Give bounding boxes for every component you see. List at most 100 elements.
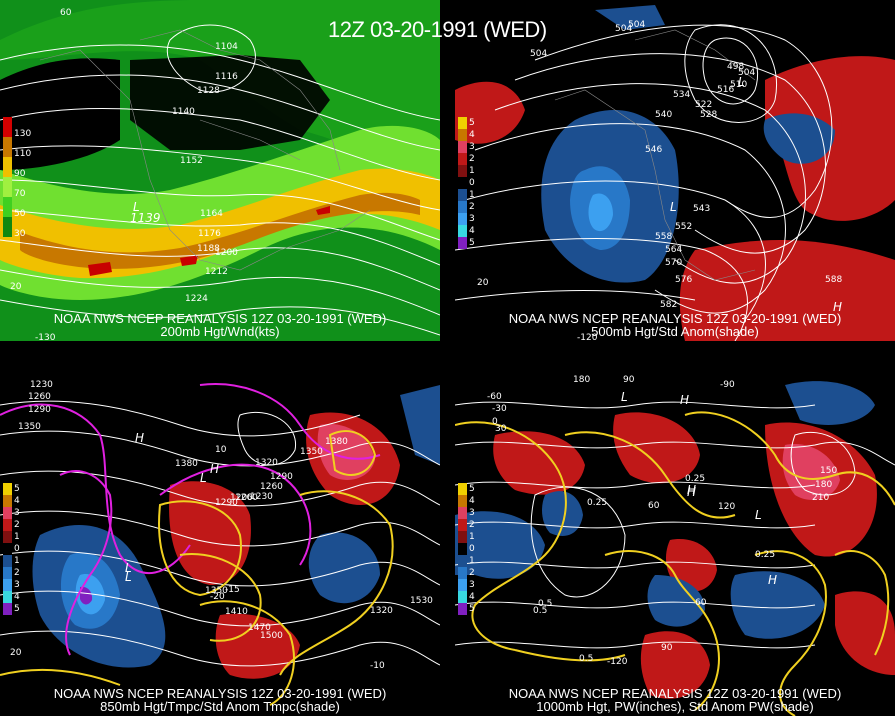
contour-label: 516 bbox=[717, 85, 735, 95]
legend-850mb bbox=[3, 483, 15, 615]
anom-pos-south bbox=[679, 240, 895, 341]
contour-label: 543 bbox=[693, 204, 711, 214]
panel-850mb: 5 4 3 2 1 0 1 2 3 4 5 1230 1260 1290 1350 13… bbox=[0, 375, 440, 716]
contour-label: 1530 bbox=[410, 596, 433, 606]
contour-label: 180 bbox=[573, 375, 591, 385]
pressure-center-mark: H bbox=[210, 462, 220, 476]
pw-anom-pos-2 bbox=[613, 412, 700, 484]
contour-label: 1104 bbox=[215, 42, 238, 52]
legend-label: 3 bbox=[469, 580, 475, 590]
contour-label: 120 bbox=[718, 502, 736, 512]
legend-label: 3 bbox=[469, 214, 475, 224]
legend-label: 5 bbox=[14, 604, 20, 614]
map-land-west bbox=[0, 58, 120, 170]
legend-500mb bbox=[458, 117, 470, 249]
contour-label: 1200 bbox=[230, 493, 253, 503]
contour-label: 90 bbox=[661, 643, 673, 653]
contour-label: 510 bbox=[730, 80, 748, 90]
legend-label: 2 bbox=[469, 568, 475, 578]
wind-shade-90 bbox=[0, 168, 440, 279]
contour-label: 1320 bbox=[370, 606, 393, 616]
contour-label: 534 bbox=[673, 90, 691, 100]
contour-label: 1212 bbox=[205, 267, 228, 277]
legend-label: 1 bbox=[469, 532, 475, 542]
contour-label: 522 bbox=[695, 100, 713, 110]
contour-label: 576 bbox=[675, 275, 693, 285]
contour-label: 20 bbox=[10, 282, 22, 292]
legend-label: 110 bbox=[14, 149, 32, 159]
pw-anom-pos-4 bbox=[782, 444, 840, 500]
contour-label: 1290 bbox=[28, 405, 51, 415]
panel-caption-field: 200mb Hgt/Wnd(kts) bbox=[160, 324, 280, 339]
contour-label: 504 bbox=[615, 24, 633, 34]
contour-label: 1224 bbox=[185, 294, 208, 304]
height-contours-500 bbox=[455, 24, 833, 341]
contour-label: 1176 bbox=[198, 229, 221, 239]
land-dark-core bbox=[130, 55, 330, 150]
temp-contours-warm bbox=[0, 430, 394, 706]
pw-anom-neg-2 bbox=[542, 491, 583, 536]
pressure-center-mark: L bbox=[133, 200, 140, 214]
contour-label: 0.25 bbox=[587, 498, 608, 508]
contour-label: 0.5 bbox=[533, 606, 548, 616]
legend-label: 0 bbox=[469, 178, 475, 188]
pw-anom-pos-5 bbox=[665, 539, 717, 592]
contour-label: 570 bbox=[665, 258, 683, 268]
pressure-center-mark: H bbox=[833, 300, 843, 314]
anom-pos-850-1 bbox=[169, 481, 251, 585]
legend-label: 5 bbox=[469, 604, 475, 614]
panel-caption-source: NOAA NWS NCEP REANALYSIS 12Z 03-20-1991 … bbox=[53, 311, 387, 326]
contour-label: 1200 bbox=[215, 248, 238, 258]
contour-label: 1260 bbox=[235, 493, 258, 503]
legend-label: 2 bbox=[469, 202, 475, 212]
contour-label: 564 bbox=[665, 245, 683, 255]
pressure-center-mark: L bbox=[200, 471, 207, 485]
pw-anom-pos-7 bbox=[640, 631, 710, 699]
panel-caption-field: 850mb Hgt/Tmpc/Std Anom Tmpc(shade) bbox=[100, 699, 340, 714]
contour-label: 1230 bbox=[30, 380, 53, 390]
contour-label: 0.5 bbox=[538, 599, 553, 609]
panel-caption-field: 500mb Hgt/Std Anom(shade) bbox=[591, 324, 759, 339]
legend-label: 4 bbox=[469, 592, 475, 602]
pressure-center-mark: L bbox=[621, 390, 628, 404]
contour-label: 90 bbox=[623, 375, 635, 385]
map-1000mb bbox=[455, 375, 895, 716]
pressure-center-mark: H bbox=[135, 431, 145, 445]
anom-neg-north bbox=[595, 5, 665, 30]
contour-label: 540 bbox=[655, 110, 673, 120]
pw-anom-neg-4 bbox=[785, 381, 875, 425]
wind-shade-130b bbox=[180, 255, 198, 266]
map-500mb bbox=[455, 0, 895, 341]
pressure-center-mark: L bbox=[670, 200, 677, 214]
contour-label: 1164 bbox=[200, 209, 223, 219]
legend-label: 5 bbox=[469, 118, 475, 128]
panel-caption-source: NOAA NWS NCEP REANALYSIS 12Z 03-20-1991 … bbox=[508, 686, 842, 701]
contour-label: -120 bbox=[577, 333, 598, 341]
legend-label: 4 bbox=[469, 130, 475, 140]
legend-1000mb bbox=[458, 483, 470, 615]
contour-label: 180 bbox=[815, 480, 833, 490]
legend-label: 3 bbox=[14, 580, 20, 590]
contour-label: 1350 bbox=[300, 447, 323, 457]
coastlines-200 bbox=[39, 29, 371, 271]
legend-label: 5 bbox=[469, 238, 475, 248]
contour-label: -30 bbox=[492, 404, 507, 414]
map-850mb bbox=[0, 375, 440, 716]
contour-label: 10 bbox=[215, 445, 227, 455]
anom-neg-850-5 bbox=[308, 532, 380, 604]
anom-neg-850-east bbox=[400, 385, 440, 465]
panel-500mb: 5 4 3 2 1 0 1 2 3 4 5 504 504 504 510 516 522… bbox=[455, 0, 895, 341]
legend-label: 4 bbox=[469, 226, 475, 236]
contour-label: 1116 bbox=[215, 72, 238, 82]
legend-label: 2 bbox=[14, 568, 20, 578]
legend-label: 4 bbox=[14, 496, 20, 506]
legend-label: 1 bbox=[469, 166, 475, 176]
panel-1000mb: 5 4 3 2 1 0 1 2 3 4 5 180 90 -60 -30 0 30 60 12… bbox=[455, 375, 895, 716]
legend-label: 0 bbox=[14, 544, 20, 554]
contour-label: 1140 bbox=[172, 107, 195, 117]
contour-label: 210 bbox=[812, 493, 830, 503]
contour-label: 1230 bbox=[250, 492, 273, 502]
contour-label: 0.25 bbox=[755, 550, 776, 560]
pressure-center-mark: H bbox=[687, 485, 697, 499]
legend-label: 1 bbox=[14, 532, 20, 542]
